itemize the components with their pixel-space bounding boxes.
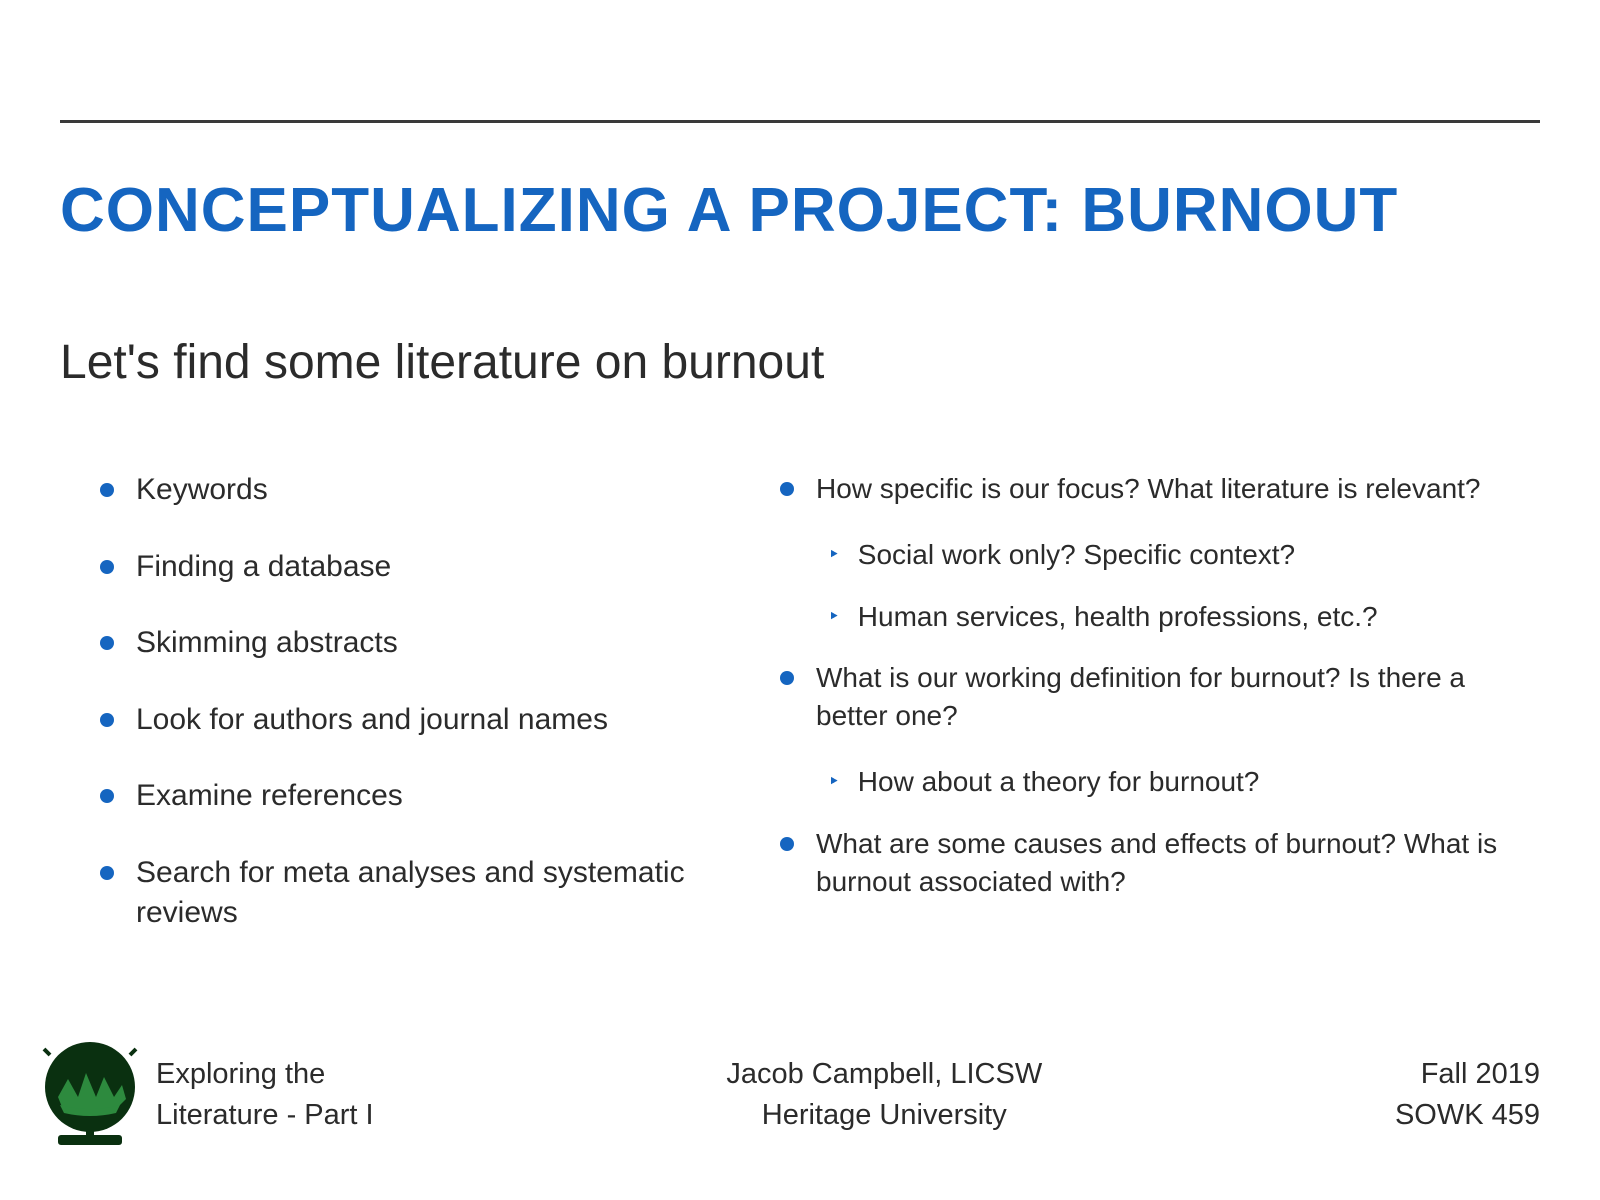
list-item: How specific is our focus? What literatu… [780,470,1520,508]
list-item: Finding a database [100,547,740,588]
list-item: Search for meta analyses and systematic … [100,853,740,934]
footer-left-line2: Literature - Part I [156,1095,374,1136]
left-column: Keywords Finding a database Skimming abs… [100,470,740,970]
footer-left-line1: Exploring the [156,1054,374,1095]
sub-list-item: ‣ Human services, health professions, et… [828,598,1520,636]
arrow-icon: ‣ [828,542,840,569]
list-item: Skimming abstracts [100,623,740,664]
list-item: Look for authors and journal names [100,700,740,741]
sub-bullet-text: Social work only? Specific context? [858,536,1295,574]
bullet-icon [780,837,794,851]
bullet-icon [780,671,794,685]
bullet-icon [100,789,114,803]
sub-list-item: ‣ Social work only? Specific context? [828,536,1520,574]
right-column: How specific is our focus? What literatu… [780,470,1520,970]
list-item: Examine references [100,776,740,817]
bullet-icon [100,560,114,574]
footer-right-line1: Fall 2019 [1395,1054,1540,1095]
bullet-icon [780,482,794,496]
footer-right-line2: SOWK 459 [1395,1095,1540,1136]
bullet-text: Finding a database [136,547,391,588]
footer: Exploring the Literature - Part I Jacob … [30,1037,1540,1152]
logo-wrap [30,1037,150,1152]
arrow-icon: ‣ [828,769,840,796]
sub-bullet-text: Human services, health professions, etc.… [858,598,1378,636]
content-columns: Keywords Finding a database Skimming abs… [100,470,1520,970]
bullet-icon [100,483,114,497]
footer-center: Jacob Campbell, LICSW Heritage Universit… [374,1054,1395,1135]
bullet-icon [100,866,114,880]
bullet-text: How specific is our focus? What literatu… [816,470,1481,508]
bullet-text: Search for meta analyses and systematic … [136,853,740,934]
arrow-icon: ‣ [828,604,840,631]
bullet-text: What are some causes and effects of burn… [816,825,1520,901]
footer-center-line2: Heritage University [374,1095,1395,1136]
list-item: What are some causes and effects of burn… [780,825,1520,901]
sub-list-item: ‣ How about a theory for burnout? [828,763,1520,801]
footer-center-line1: Jacob Campbell, LICSW [374,1054,1395,1095]
slide-subtitle: Let's find some literature on burnout [60,335,824,390]
bullet-text: Skimming abstracts [136,623,398,664]
sub-bullet-text: How about a theory for burnout? [858,763,1260,801]
list-item: What is our working definition for burno… [780,659,1520,735]
bullet-text: Examine references [136,776,403,817]
footer-left: Exploring the Literature - Part I [156,1054,374,1135]
footer-right: Fall 2019 SOWK 459 [1395,1054,1540,1135]
slide-title: CONCEPTUALIZING A PROJECT: BURNOUT [60,175,1398,246]
globe-ship-logo-icon [38,1037,143,1152]
bullet-icon [100,636,114,650]
list-item: Keywords [100,470,740,511]
divider-line [60,120,1540,123]
bullet-icon [100,713,114,727]
bullet-text: What is our working definition for burno… [816,659,1520,735]
bullet-text: Keywords [136,470,268,511]
bullet-text: Look for authors and journal names [136,700,608,741]
